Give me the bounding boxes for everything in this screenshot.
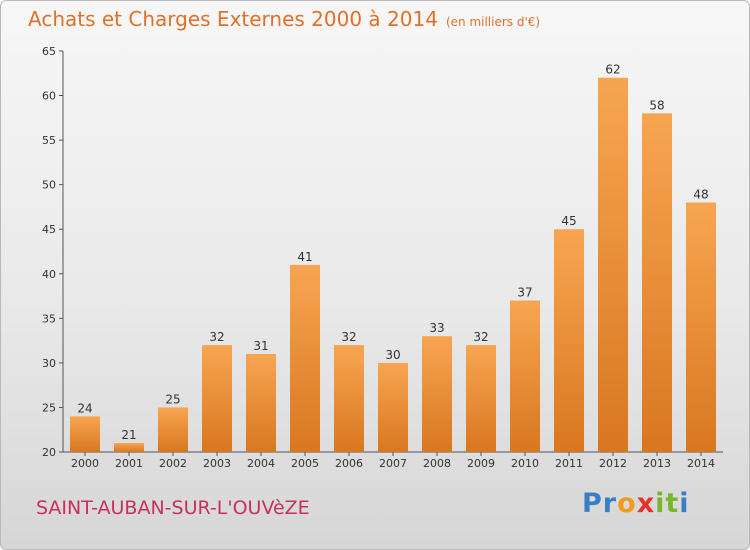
x-tick-label: 2010 [511,457,539,470]
bar-2008 [422,336,452,452]
y-tick-label: 45 [42,223,56,236]
y-tick-label: 30 [42,357,56,370]
logo-letter: r [602,488,618,519]
x-tick-label: 2000 [71,457,99,470]
bar-2011 [554,229,584,452]
bar-2012 [598,77,628,452]
y-tick-label: 60 [42,90,56,103]
y-tick-label: 65 [42,45,56,58]
data-label: 33 [429,321,444,335]
logo-letter: i [655,488,666,519]
chart-title-text: Achats et Charges Externes 2000 à 2014 [28,7,438,31]
y-tick-label: 40 [42,268,56,281]
x-tick-label: 2007 [379,457,407,470]
bar-2002 [158,407,188,452]
y-tick-label: 55 [42,134,56,147]
data-label: 25 [165,392,180,406]
y-tick-label: 50 [42,179,56,192]
bar-2009 [466,345,496,452]
x-tick-label: 2014 [687,457,715,470]
x-tick-label: 2002 [159,457,187,470]
logo-letter: i [679,488,690,519]
logo-letter: P [582,488,603,519]
logo-letter: o [617,488,637,519]
y-tick-label: 35 [42,312,56,325]
data-label: 32 [341,330,356,344]
y-tick-label: 25 [42,401,56,414]
y-tick-label: 20 [42,446,56,459]
bar-2005 [290,264,320,452]
data-label: 48 [693,187,708,201]
data-label: 58 [649,98,664,112]
x-tick-label: 2009 [467,457,495,470]
data-label: 32 [209,330,224,344]
logo-letter: x [636,488,656,519]
data-label: 45 [561,214,576,228]
x-tick-label: 2005 [291,457,319,470]
bar-2006 [334,345,364,452]
x-tick-label: 2013 [643,457,671,470]
chart-title: Achats et Charges Externes 2000 à 2014 (e… [28,7,540,31]
x-tick-label: 2001 [115,457,143,470]
x-tick-label: 2011 [555,457,583,470]
x-tick-label: 2004 [247,457,275,470]
data-label: 24 [77,401,92,415]
data-label: 62 [605,63,620,77]
bar-2014 [686,202,716,452]
x-tick-label: 2012 [599,457,627,470]
bar-2004 [246,353,276,452]
data-label: 32 [473,330,488,344]
bar-2003 [202,345,232,452]
data-label: 31 [253,339,268,353]
data-label: 41 [297,250,312,264]
data-label: 37 [517,286,532,300]
bar-2010 [510,300,540,452]
data-label: 30 [385,348,400,362]
proxiti-logo: Proxiti [582,488,690,519]
x-tick-label: 2003 [203,457,231,470]
commune-name: SAINT-AUBAN-SUR-L'OUVèZE [36,497,310,519]
chart-unit: (en milliers d'€) [445,15,541,29]
data-label: 21 [121,428,136,442]
logo-letter: t [665,488,680,519]
x-tick-label: 2006 [335,457,363,470]
x-tick-label: 2008 [423,457,451,470]
bar-2013 [642,113,672,452]
bar-2000 [70,416,100,452]
bar-2007 [378,362,408,452]
bar-2001 [114,443,144,452]
